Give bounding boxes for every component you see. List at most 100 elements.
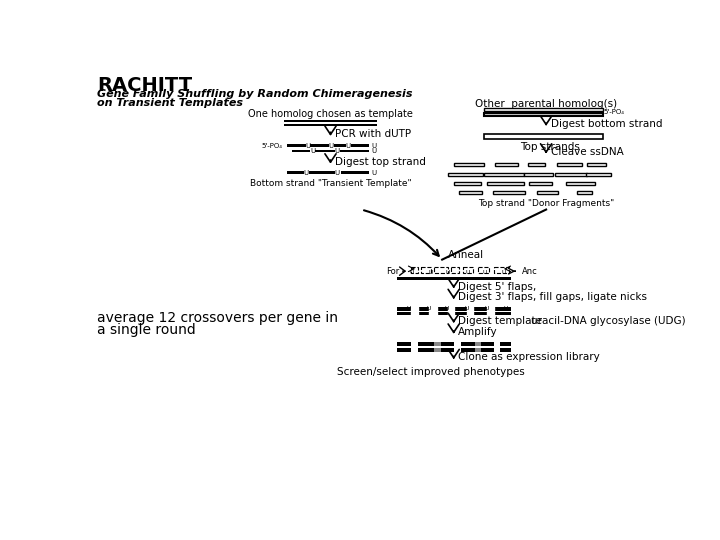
Bar <box>284 124 377 126</box>
Text: U: U <box>464 306 469 310</box>
Bar <box>454 164 484 166</box>
Text: RACHITT: RACHITT <box>97 76 192 94</box>
Text: U: U <box>310 148 315 154</box>
Bar <box>441 348 454 352</box>
Bar <box>500 342 510 346</box>
Text: a single round: a single round <box>97 323 196 337</box>
Bar <box>500 348 510 352</box>
Bar <box>459 191 482 194</box>
Bar <box>463 267 473 273</box>
Text: 5'-PO₄: 5'-PO₄ <box>262 143 283 148</box>
Bar <box>528 164 545 166</box>
Bar <box>418 342 434 346</box>
Bar <box>454 342 461 346</box>
Text: Bottom strand "Transient Template": Bottom strand "Transient Template" <box>250 179 411 188</box>
Text: U: U <box>445 270 450 275</box>
Bar <box>410 267 418 273</box>
Bar <box>484 112 603 116</box>
Text: U: U <box>335 148 340 154</box>
Bar <box>484 134 603 139</box>
Bar <box>494 348 500 352</box>
Text: Digest 5' flaps,: Digest 5' flaps, <box>459 281 536 292</box>
Bar <box>461 348 475 352</box>
Bar <box>397 348 510 352</box>
Bar <box>454 182 481 185</box>
Text: Digest 3' flaps, fill gaps, ligate nicks: Digest 3' flaps, fill gaps, ligate nicks <box>459 292 647 302</box>
Bar <box>529 182 552 185</box>
Bar <box>310 144 329 147</box>
Bar <box>566 182 595 185</box>
Bar <box>397 312 510 315</box>
Text: U: U <box>372 148 377 154</box>
Text: Cleave ssDNA: Cleave ssDNA <box>551 147 624 157</box>
Text: Top strands: Top strands <box>520 142 580 152</box>
Bar <box>494 267 509 273</box>
Bar <box>397 342 411 346</box>
Bar <box>475 342 482 346</box>
Bar <box>309 171 335 174</box>
Text: U: U <box>465 270 470 275</box>
Bar <box>351 144 369 147</box>
Bar <box>421 267 431 273</box>
Text: 5'-PO₄: 5'-PO₄ <box>604 109 625 115</box>
Text: PCR with dUTP: PCR with dUTP <box>335 129 411 139</box>
Bar <box>495 164 518 166</box>
Text: U: U <box>444 306 449 310</box>
Text: Anc: Anc <box>521 267 537 275</box>
Text: U: U <box>504 306 508 310</box>
Bar <box>434 342 441 346</box>
Bar <box>333 144 346 147</box>
Bar <box>475 348 482 352</box>
Text: One homolog chosen as template: One homolog chosen as template <box>248 109 413 119</box>
Bar <box>577 191 593 194</box>
Text: U: U <box>485 306 489 310</box>
Bar <box>397 348 411 352</box>
Text: Gene Family Shuffling by Random Chimeragenesis: Gene Family Shuffling by Random Chimerag… <box>97 90 413 99</box>
Bar <box>484 108 603 111</box>
Text: U: U <box>303 170 308 176</box>
Text: U: U <box>335 170 340 176</box>
Text: U: U <box>305 143 311 148</box>
Bar <box>484 173 523 176</box>
Bar <box>448 173 482 176</box>
Bar <box>434 267 448 273</box>
Text: Digest bottom strand: Digest bottom strand <box>551 119 662 129</box>
Text: Top strand "Donor Fragments": Top strand "Donor Fragments" <box>478 199 614 208</box>
Text: Anneal: Anneal <box>449 250 485 260</box>
Bar <box>537 191 559 194</box>
Bar <box>340 150 369 152</box>
Bar <box>441 342 454 346</box>
Bar <box>397 307 510 310</box>
Text: U: U <box>428 270 433 275</box>
Text: Digest top strand: Digest top strand <box>335 157 426 167</box>
Bar <box>287 144 306 147</box>
Bar <box>341 171 369 174</box>
Bar <box>451 267 459 273</box>
Bar <box>454 348 461 352</box>
Bar <box>397 276 510 280</box>
Bar <box>493 191 526 194</box>
Text: Clone as expression library: Clone as expression library <box>459 353 600 362</box>
Text: Screen/select improved phenotypes: Screen/select improved phenotypes <box>337 367 524 377</box>
Text: U: U <box>482 270 487 275</box>
Text: Other  parental homolog(s): Other parental homolog(s) <box>475 99 617 109</box>
Bar <box>411 348 418 352</box>
Text: U: U <box>407 306 411 310</box>
Text: For: For <box>386 267 399 275</box>
Text: on Transient Templates: on Transient Templates <box>97 98 243 108</box>
Bar <box>554 173 587 176</box>
Bar <box>397 342 510 346</box>
Bar <box>411 342 418 346</box>
Text: average 12 crossovers per gene in: average 12 crossovers per gene in <box>97 311 338 325</box>
Text: U: U <box>409 270 413 275</box>
Text: U: U <box>372 143 377 148</box>
Bar <box>418 348 434 352</box>
Text: U: U <box>502 270 506 275</box>
Bar <box>434 348 441 352</box>
Text: Digest template: Digest template <box>459 316 542 326</box>
Text: uracil-DNA glycosylase (UDG): uracil-DNA glycosylase (UDG) <box>531 316 686 326</box>
Text: U: U <box>346 143 351 148</box>
Text: U: U <box>426 306 431 310</box>
Bar <box>287 171 304 174</box>
Bar <box>478 267 489 273</box>
